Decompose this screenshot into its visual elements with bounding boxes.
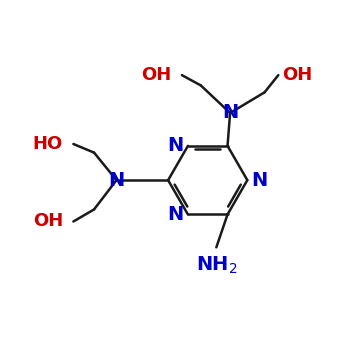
Text: N: N (168, 136, 184, 155)
Text: NH$_2$: NH$_2$ (196, 254, 237, 275)
Text: N: N (108, 171, 125, 190)
Text: HO: HO (33, 135, 63, 153)
Text: OH: OH (141, 66, 172, 84)
Text: N: N (222, 104, 238, 122)
Text: N: N (168, 205, 184, 224)
Text: N: N (251, 171, 268, 190)
Text: OH: OH (282, 66, 312, 84)
Text: OH: OH (33, 212, 63, 231)
